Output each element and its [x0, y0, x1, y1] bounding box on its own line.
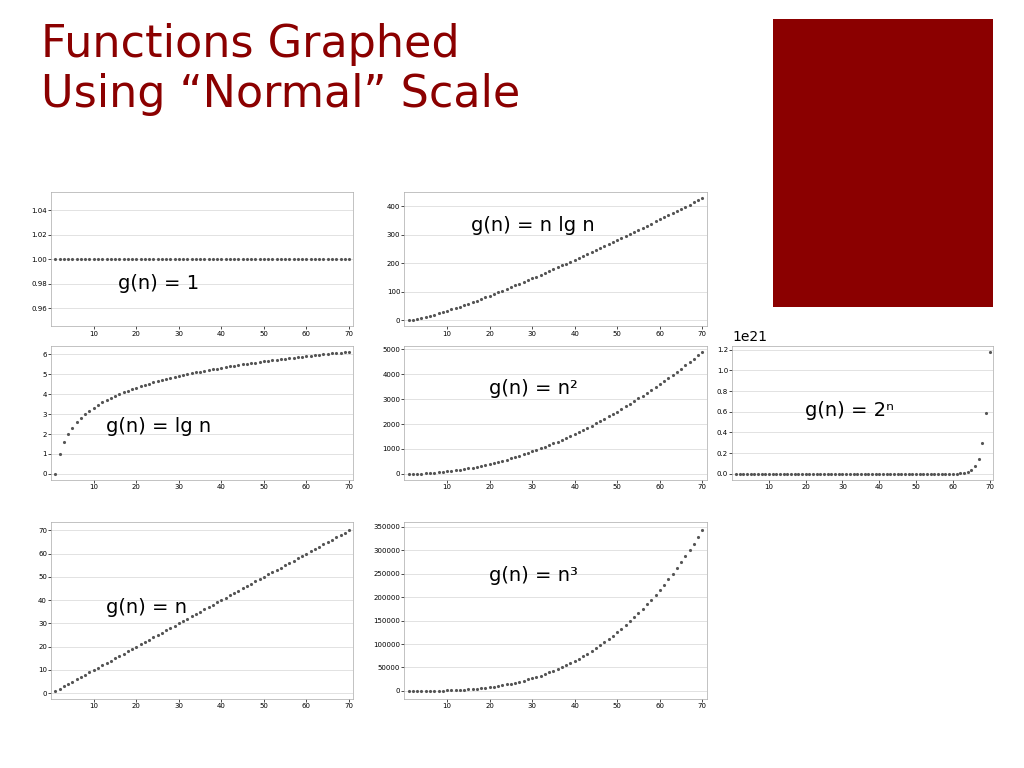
Text: g(n) = n²: g(n) = n²: [489, 379, 578, 398]
Text: g(n) = n³: g(n) = n³: [489, 566, 578, 584]
Text: g(n) = 1: g(n) = 1: [118, 274, 199, 293]
Text: Functions Graphed
Using “Normal” Scale: Functions Graphed Using “Normal” Scale: [41, 23, 520, 116]
Text: g(n) = 2ⁿ: g(n) = 2ⁿ: [805, 401, 894, 419]
Text: g(n) = n lg n: g(n) = n lg n: [471, 216, 595, 235]
Text: g(n) = lg n: g(n) = lg n: [105, 417, 211, 435]
Text: g(n) = n: g(n) = n: [105, 598, 186, 617]
